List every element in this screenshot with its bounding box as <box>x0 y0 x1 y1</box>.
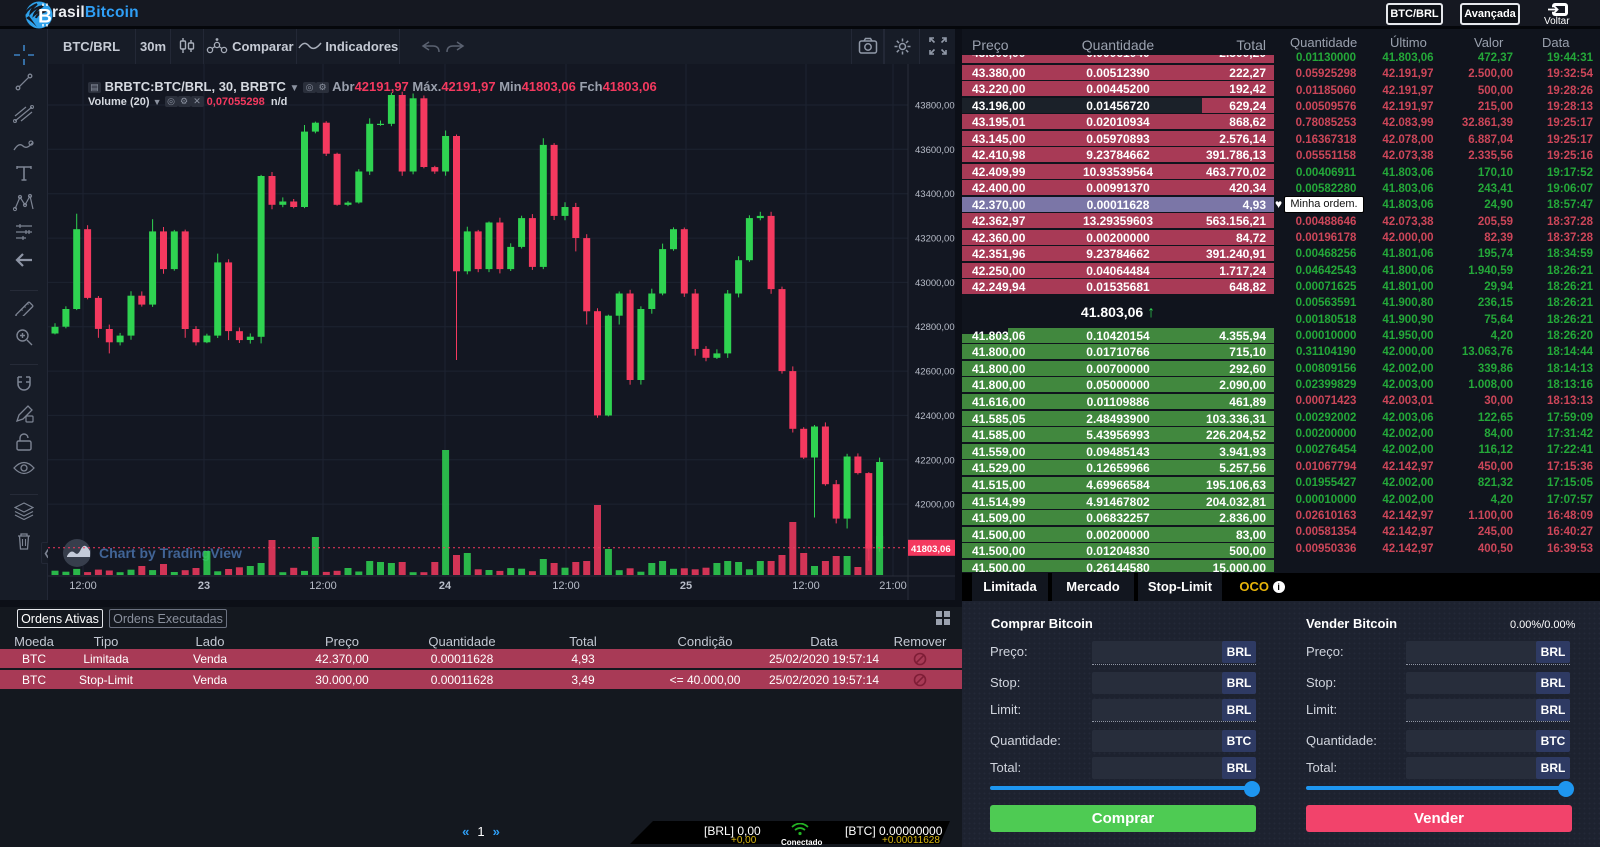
svg-text:43200,00: 43200,00 <box>915 234 955 245</box>
svg-text:B: B <box>38 7 52 28</box>
svg-text:24: 24 <box>439 580 452 592</box>
svg-text:12:00: 12:00 <box>792 580 820 592</box>
svg-text:43600,00: 43600,00 <box>915 145 955 156</box>
svg-text:42400,00: 42400,00 <box>915 411 955 422</box>
svg-text:42000,00: 42000,00 <box>915 500 955 511</box>
svg-text:23: 23 <box>198 580 210 592</box>
svg-text:Chart by TradingView: Chart by TradingView <box>99 545 242 561</box>
svg-text:43800,00: 43800,00 <box>915 101 955 112</box>
svg-text:21:00: 21:00 <box>879 580 907 592</box>
svg-text:42600,00: 42600,00 <box>915 367 955 378</box>
svg-text:12:00: 12:00 <box>309 580 337 592</box>
svg-text:41803,06: 41803,06 <box>911 544 951 555</box>
svg-text:42200,00: 42200,00 <box>915 455 955 466</box>
svg-text:12:00: 12:00 <box>69 580 97 592</box>
svg-text:43400,00: 43400,00 <box>915 189 955 200</box>
svg-text:42800,00: 42800,00 <box>915 322 955 333</box>
svg-text:25: 25 <box>680 580 692 592</box>
svg-text:12:00: 12:00 <box>552 580 580 592</box>
svg-text:43000,00: 43000,00 <box>915 278 955 289</box>
